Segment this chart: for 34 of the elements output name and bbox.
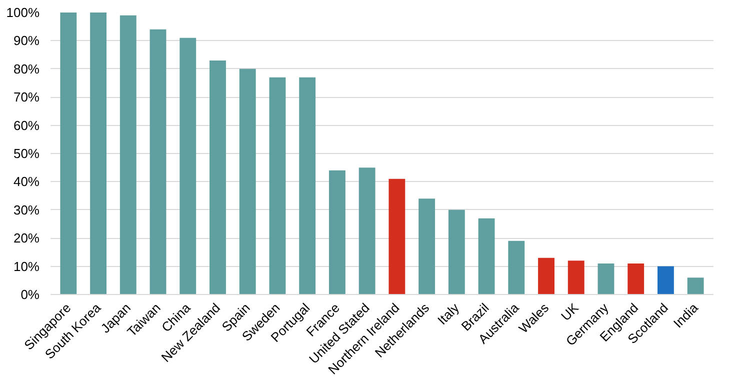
bar: [628, 263, 644, 294]
y-tick-label: 40%: [13, 174, 40, 190]
bar: [508, 240, 525, 294]
y-tick-label: 80%: [13, 61, 40, 76]
bar: [658, 266, 674, 294]
y-tick-label: 0%: [20, 287, 40, 302]
bar: [180, 38, 196, 294]
y-tick-label: 100%: [6, 5, 40, 20]
bar: [598, 263, 614, 294]
bar: [448, 210, 465, 294]
bar: [239, 68, 256, 294]
bar: [60, 12, 77, 294]
y-tick-label: 30%: [13, 202, 40, 218]
bar: [299, 77, 316, 294]
y-tick-label: 70%: [13, 90, 40, 105]
bar: [388, 178, 406, 294]
bar: [150, 29, 166, 294]
bar: [538, 258, 554, 294]
bar: [418, 198, 436, 294]
bar: [478, 218, 495, 294]
bar: [687, 278, 704, 294]
bar: [210, 60, 226, 294]
bar: [120, 15, 136, 294]
bar: [568, 260, 584, 294]
bar: [269, 77, 286, 294]
y-tick-label: 90%: [13, 33, 40, 48]
x-tick-label: Italy: [434, 300, 462, 328]
y-tick-label: 10%: [13, 258, 40, 274]
y-tick-label: 50%: [13, 146, 40, 161]
y-tick-label: 60%: [13, 118, 40, 133]
bar: [90, 12, 106, 294]
bar: [358, 168, 376, 294]
bar: [328, 170, 346, 294]
y-tick-label: 20%: [13, 230, 40, 246]
